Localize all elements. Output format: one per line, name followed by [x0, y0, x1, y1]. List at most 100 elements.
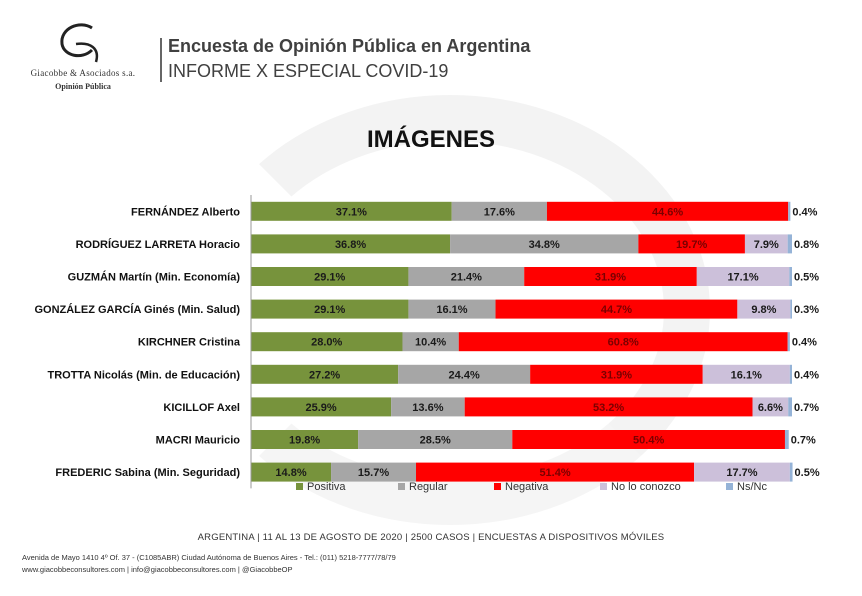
data-label: 28.0% [311, 337, 342, 349]
bar-regular [451, 201, 547, 221]
bar-no-lo-conozco [702, 364, 790, 384]
data-label: 0.4% [792, 337, 817, 349]
data-label: 0.7% [791, 435, 816, 447]
logo-g-mark-icon [60, 23, 99, 63]
legend-swatch-negativa [494, 483, 501, 490]
bar-positiva [251, 462, 332, 482]
data-label: 15.7% [358, 467, 389, 479]
legend-swatch-regular [398, 483, 405, 490]
bar-positiva [251, 397, 392, 417]
category-label: KIRCHNER Cristina [138, 337, 241, 349]
bar-ns-nc [789, 267, 792, 286]
data-label: 0.7% [794, 402, 819, 414]
bar-ns-nc [788, 201, 791, 221]
legend-swatch-ns-nc [726, 483, 733, 490]
legend-swatch-no-lo-conozco [600, 483, 607, 490]
bar-ns-nc [788, 397, 792, 417]
bar-regular [331, 462, 417, 482]
bar-no-lo-conozco [696, 267, 790, 286]
data-label: 0.4% [792, 206, 817, 218]
legend-label-positiva: Positiva [307, 481, 346, 493]
data-label: 50.4% [633, 435, 664, 447]
bar-regular [408, 299, 496, 319]
data-label: 13.6% [412, 402, 443, 414]
bar-no-lo-conozco [737, 299, 791, 319]
category-label: FREDERIC Sabina (Min. Seguridad) [55, 467, 240, 479]
data-label: 44.7% [601, 304, 632, 316]
data-label: 34.8% [529, 239, 560, 251]
bar-ns-nc [787, 234, 792, 254]
data-label: 29.1% [314, 304, 345, 316]
data-label: 24.4% [449, 369, 480, 381]
data-label: 0.3% [794, 304, 819, 316]
bar-negativa [416, 462, 695, 482]
bar-regular [408, 267, 525, 286]
category-label: RODRÍGUEZ LARRETA Horacio [76, 238, 241, 251]
data-label: 0.8% [794, 239, 819, 251]
bar-no-lo-conozco [744, 234, 788, 254]
data-label: 17.1% [727, 272, 758, 284]
chart-title: IMÁGENES [366, 126, 495, 153]
data-label: 37.1% [336, 206, 367, 218]
bar-negativa [458, 332, 788, 352]
data-label: 19.8% [289, 435, 320, 447]
bar-positiva [251, 364, 399, 384]
data-label: 21.4% [451, 272, 482, 284]
legend-label-negativa: Negativa [505, 481, 549, 493]
bar-positiva [251, 201, 452, 221]
bar-regular [402, 332, 459, 352]
bar-ns-nc [787, 332, 790, 352]
bar-positiva [251, 267, 409, 286]
survey-details: ARGENTINA | 11 AL 13 DE AGOSTO DE 2020 |… [197, 532, 665, 543]
report-title: Encuesta de Opinión Pública en Argentina [168, 36, 531, 56]
data-label: 36.8% [335, 239, 366, 251]
data-label: 17.7% [726, 467, 757, 479]
data-label: 28.5% [420, 435, 451, 447]
data-label: 53.2% [593, 402, 624, 414]
data-label: 7.9% [754, 239, 779, 251]
data-label: 0.5% [794, 272, 819, 284]
bar-negativa [546, 201, 789, 221]
company-logo: Giacobbe & Asociados s.a. Opinión Públic… [18, 22, 148, 97]
header-divider [160, 38, 162, 82]
data-label: 51.4% [539, 467, 570, 479]
bar-negativa [530, 364, 703, 384]
category-label: GUZMÁN Martín (Min. Economía) [68, 271, 241, 284]
logo-company-name: Giacobbe & Asociados s.a. [30, 68, 136, 78]
data-label: 60.8% [608, 337, 639, 349]
bar-regular [450, 234, 639, 254]
bar-regular [398, 364, 531, 384]
legend-label-ns-nc: Ns/Nc [737, 481, 767, 493]
bar-no-lo-conozco [694, 462, 790, 482]
bar-negativa [524, 267, 697, 286]
bar-negativa [495, 299, 738, 319]
bar-negativa [638, 234, 745, 254]
data-label: 16.1% [436, 304, 467, 316]
data-label: 44.6% [652, 206, 683, 218]
bar-regular [391, 397, 465, 417]
legend-label-regular: Regular [409, 481, 448, 493]
bar-ns-nc [789, 462, 793, 482]
data-label: 31.9% [595, 272, 626, 284]
category-label: FERNÁNDEZ Alberto [131, 205, 240, 218]
category-label: TROTTA Nicolás (Min. de Educación) [47, 369, 240, 381]
data-label: 9.8% [751, 304, 776, 316]
bar-ns-nc [790, 299, 792, 319]
bar-ns-nc [784, 430, 789, 449]
bar-positiva [251, 299, 409, 319]
bar-positiva [251, 332, 403, 352]
stacked-bar-chart: FERNÁNDEZ Alberto 37.1% 17.6% 44.6% 0.4% RODR… [34, 195, 820, 493]
legend-label-no-lo-conozco: No lo conozco [611, 481, 681, 493]
data-label: 16.1% [731, 369, 762, 381]
data-label: 0.4% [794, 369, 819, 381]
legend-swatch-positiva [296, 483, 303, 490]
bar-positiva [251, 430, 359, 449]
report-subtitle: INFORME X ESPECIAL COVID-19 [168, 61, 449, 81]
logo-subtitle: Opinión Pública [55, 82, 111, 91]
data-label: 31.9% [601, 369, 632, 381]
category-label: MACRI Mauricio [156, 435, 241, 447]
data-label: 6.6% [758, 402, 783, 414]
bar-positiva [251, 234, 451, 254]
data-label: 0.5% [795, 467, 820, 479]
data-label: 25.9% [305, 402, 336, 414]
